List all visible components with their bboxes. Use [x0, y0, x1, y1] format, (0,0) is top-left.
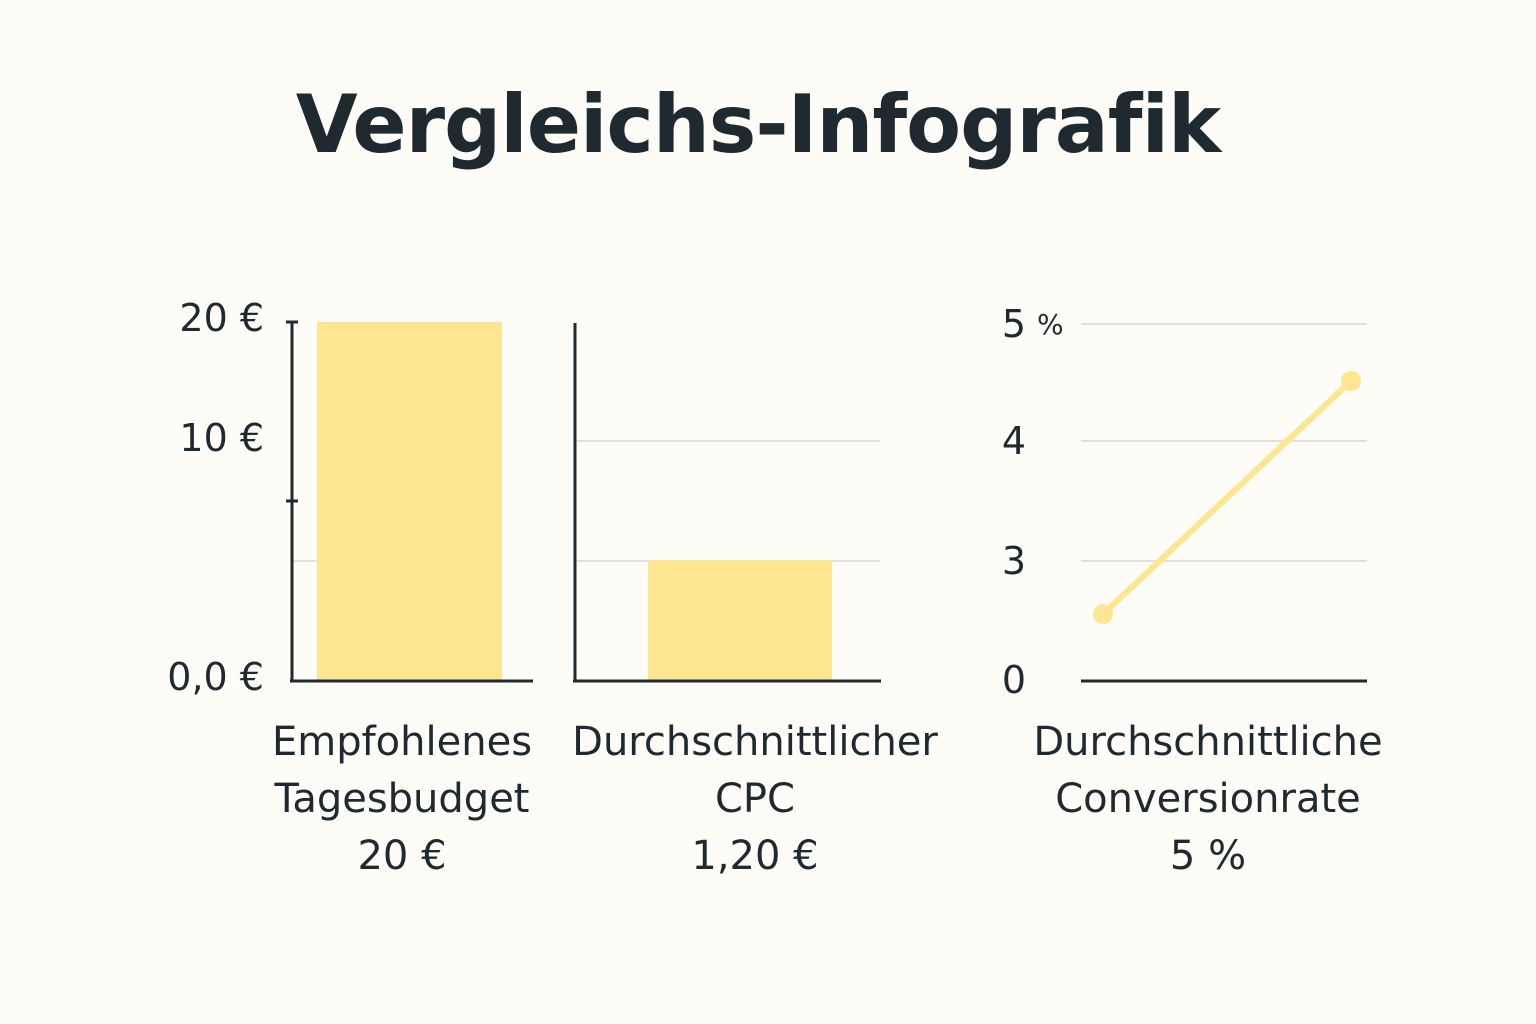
value-budget: 20 €	[357, 833, 447, 879]
caption-conversion-line1: Durchschnittliche	[1033, 719, 1383, 765]
y-tick-label: 4	[1002, 419, 1026, 463]
y-tick-label: 3	[1002, 539, 1026, 583]
bar-cpc	[648, 560, 832, 680]
data-point	[1341, 371, 1361, 391]
caption-cpc-line2: CPC	[715, 776, 795, 822]
chart-budget: 0,0 € 10 € 20 €	[167, 296, 533, 699]
bar-budget	[317, 322, 502, 680]
chart-conversion: 0 3 4 5%	[1002, 302, 1367, 702]
y-tick-label: 0,0 €	[167, 655, 264, 699]
caption-cpc: Durchschnittlicher CPC 1,20 €	[555, 714, 955, 885]
caption-budget: Empfohlenes Tagesbudget 20 €	[242, 714, 562, 885]
value-conversion: 5 %	[1169, 833, 1247, 879]
data-point	[1093, 604, 1113, 625]
series-line	[1100, 378, 1354, 618]
y-tick-label: 5	[1002, 302, 1026, 346]
y-tick-suffix: %	[1037, 308, 1064, 341]
chart-cpc	[573, 323, 881, 683]
caption-budget-line1: Empfohlenes	[271, 719, 533, 765]
value-cpc: 1,20 €	[691, 833, 819, 879]
y-tick-label: 10 €	[179, 416, 264, 460]
caption-budget-line2: Tagesbudget	[274, 776, 530, 822]
caption-conversion: Durchschnittliche Conversionrate 5 %	[1010, 714, 1406, 885]
caption-conversion-line2: Conversionrate	[1055, 776, 1361, 822]
caption-cpc-line1: Durchschnittlicher	[572, 719, 938, 765]
chart-title: Vergleichs-Infografik	[295, 78, 1221, 171]
y-tick-label: 20 €	[179, 296, 264, 340]
y-tick-label: 0	[1002, 658, 1026, 702]
